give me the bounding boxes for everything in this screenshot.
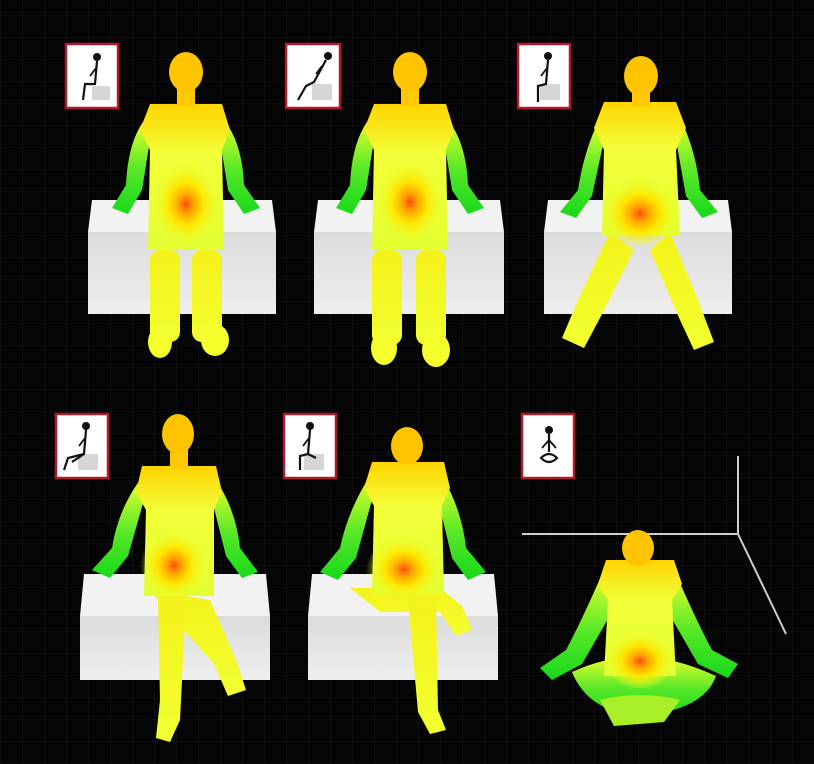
- person-heatmap: [560, 56, 718, 350]
- pose-icon: [520, 412, 576, 480]
- panel-4: [54, 412, 270, 742]
- person-heatmap: [540, 530, 738, 726]
- person-heatmap: [320, 427, 486, 734]
- pose-icon: [54, 412, 110, 480]
- person-heatmap: [336, 52, 484, 367]
- panel-5: [282, 412, 498, 734]
- pose-icon: [64, 42, 120, 110]
- panel-3: [516, 42, 732, 350]
- pose-icon: [282, 412, 338, 480]
- panel-2: [284, 42, 504, 367]
- pose-icon: [284, 42, 342, 110]
- person-heatmap: [112, 52, 260, 358]
- pose-icon: [516, 42, 572, 110]
- person-heatmap: [92, 414, 258, 742]
- panel-6: [520, 412, 787, 726]
- panel-1: [64, 42, 276, 358]
